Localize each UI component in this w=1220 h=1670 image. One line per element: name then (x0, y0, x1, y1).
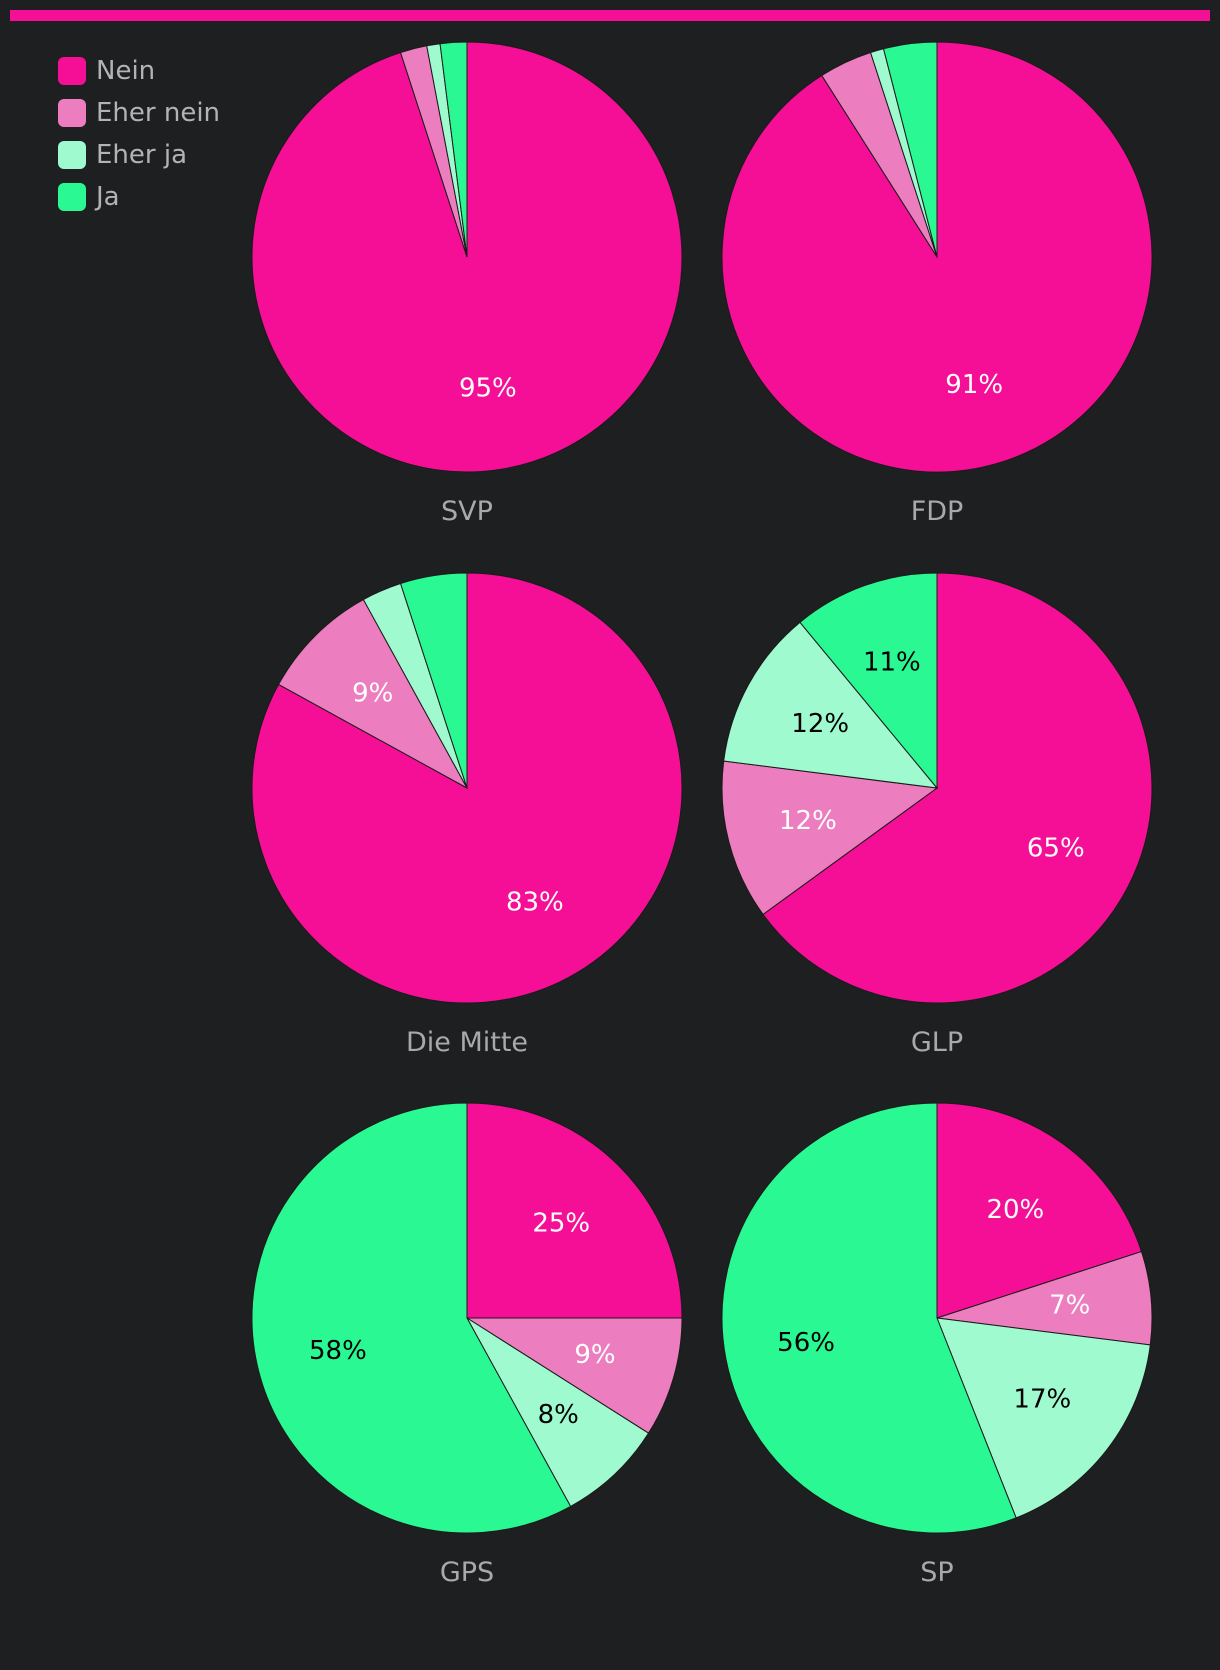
data-label-sp-nein: 20% (986, 1195, 1044, 1225)
pie-title-gps: GPS (440, 1557, 494, 1588)
legend-label-eher-ja: Eher ja (96, 140, 188, 170)
pie-slice-glp-eher-ja (723, 621, 939, 789)
pie-slice-die-mitte-ja (399, 572, 468, 789)
pie-title-fdp: FDP (911, 496, 964, 527)
legend-item-eher-ja: Eher ja (58, 134, 220, 176)
data-label-glp-eher-ja: 12% (791, 709, 849, 739)
legend-swatch-eher-ja (58, 141, 86, 169)
pie-svp: 95% SVP (251, 41, 683, 527)
pie-title-sp: SP (920, 1557, 953, 1588)
legend: Nein Eher nein Eher ja Ja (58, 50, 220, 218)
data-label-sp-ja: 56% (777, 1328, 835, 1358)
pie-slice-sp-nein (936, 1102, 1143, 1319)
data-label-glp-ja: 11% (863, 648, 921, 678)
pie-title-svp: SVP (441, 496, 493, 527)
pie-slice-glp-nein (762, 572, 1153, 1004)
data-label-glp-nein: 65% (1027, 834, 1085, 864)
pie-title-die-mitte: Die Mitte (406, 1027, 528, 1058)
legend-label-nein: Nein (96, 56, 156, 86)
data-label-die-mitte-eher-nein: 9% (352, 679, 393, 709)
pie-slice-sp-eher-ja (936, 1317, 1151, 1519)
legend-swatch-eher-nein (58, 99, 86, 127)
data-label-gps-ja: 58% (309, 1336, 367, 1366)
pie-slice-gps-ja (251, 1102, 572, 1534)
pie-slice-die-mitte-nein (251, 572, 683, 1004)
pie-slice-fdp-nein (721, 41, 1153, 473)
pie-title-glp: GLP (911, 1027, 963, 1058)
data-label-glp-eher-nein: 12% (779, 806, 837, 836)
data-label-gps-nein: 25% (532, 1209, 590, 1239)
top-accent-bar (10, 10, 1210, 21)
data-label-die-mitte-nein: 83% (506, 888, 564, 918)
legend-swatch-ja (58, 183, 86, 211)
pie-fdp: 91% FDP (721, 41, 1153, 527)
data-label-sp-eher-nein: 7% (1049, 1290, 1090, 1320)
data-label-gps-eher-nein: 9% (574, 1340, 615, 1370)
legend-label-ja: Ja (96, 182, 120, 212)
pie-slice-fdp-ja (882, 41, 938, 258)
pie-slice-glp-eher-nein (721, 760, 939, 916)
pie-slice-sp-ja (721, 1102, 1017, 1534)
data-label-gps-eher-ja: 8% (538, 1400, 579, 1430)
pie-slice-glp-ja (799, 572, 938, 790)
pie-slice-die-mitte-eher-nein (277, 598, 469, 790)
data-label-svp-nein: 95% (459, 374, 517, 404)
pie-gps: 25% 9% 8% 58% GPS (251, 1102, 683, 1588)
pie-slice-gps-eher-nein (465, 1317, 683, 1434)
pie-glp: 65% 12% 12% 11% GLP (721, 572, 1153, 1058)
pie-slice-svp-ja (439, 41, 468, 258)
legend-swatch-nein (58, 57, 86, 85)
legend-item-eher-nein: Eher nein (58, 92, 220, 134)
data-label-fdp-nein: 91% (945, 370, 1003, 400)
legend-label-eher-nein: Eher nein (96, 98, 221, 128)
data-label-sp-eher-ja: 17% (1013, 1385, 1071, 1415)
pie-slice-gps-eher-ja (466, 1317, 650, 1508)
legend-item-nein: Nein (58, 50, 220, 92)
legend-item-ja: Ja (58, 176, 220, 218)
pie-die-mitte: 83% 9% Die Mitte (251, 572, 683, 1058)
pie-sp: 20% 7% 17% 56% SP (721, 1102, 1153, 1588)
pie-slice-gps-nein (466, 1102, 683, 1319)
